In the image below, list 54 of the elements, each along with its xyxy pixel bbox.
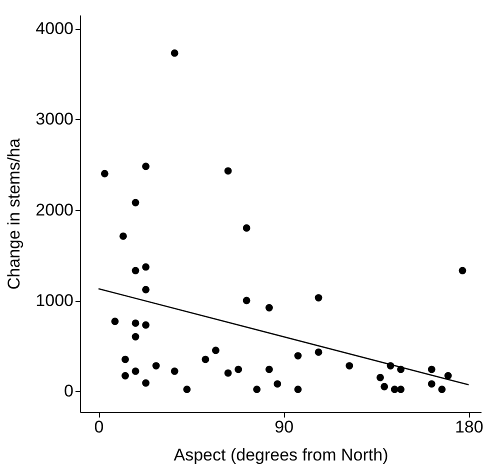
y-tick-label: 2000 xyxy=(36,200,74,220)
point xyxy=(119,232,127,240)
x-tick-label: 180 xyxy=(454,418,484,436)
point xyxy=(458,266,466,274)
point xyxy=(294,352,302,360)
y-axis-title: Change in stems/ha xyxy=(4,138,24,290)
point xyxy=(314,294,322,302)
point xyxy=(142,162,150,170)
point xyxy=(142,286,150,294)
point xyxy=(242,224,250,232)
point xyxy=(265,366,273,374)
point xyxy=(376,374,384,382)
point xyxy=(132,368,140,375)
point xyxy=(122,372,129,380)
point xyxy=(444,372,452,380)
point xyxy=(142,263,150,271)
x-tick-label: 0 xyxy=(94,418,104,436)
point xyxy=(397,386,405,394)
point xyxy=(132,319,140,327)
point xyxy=(170,49,178,57)
point xyxy=(314,348,322,356)
point xyxy=(111,318,119,326)
y-tick-label: 3000 xyxy=(36,110,74,129)
point xyxy=(242,296,250,304)
point xyxy=(132,266,140,274)
point xyxy=(253,386,261,394)
point xyxy=(428,366,436,374)
point xyxy=(183,386,191,394)
point xyxy=(380,382,388,390)
y-tick-label: 4000 xyxy=(36,19,74,38)
y-tick-label: 0 xyxy=(64,382,74,401)
point xyxy=(132,333,140,340)
point xyxy=(428,380,436,388)
point xyxy=(132,198,140,206)
point xyxy=(142,321,150,329)
point xyxy=(294,386,302,394)
point xyxy=(438,386,446,394)
x-tick-label: 90 xyxy=(274,418,294,436)
point xyxy=(152,362,160,370)
point xyxy=(142,379,150,387)
x-axis-title: Aspect (degrees from North) xyxy=(174,446,388,464)
point xyxy=(274,380,282,388)
point xyxy=(224,369,232,377)
y-tick-label: 1000 xyxy=(36,291,74,310)
point xyxy=(265,304,273,312)
point xyxy=(390,386,398,394)
point xyxy=(122,356,129,364)
point xyxy=(224,167,232,175)
point xyxy=(212,346,220,354)
point xyxy=(346,362,354,370)
point xyxy=(202,356,210,364)
point xyxy=(100,170,108,178)
point xyxy=(170,368,178,375)
point xyxy=(234,366,242,374)
